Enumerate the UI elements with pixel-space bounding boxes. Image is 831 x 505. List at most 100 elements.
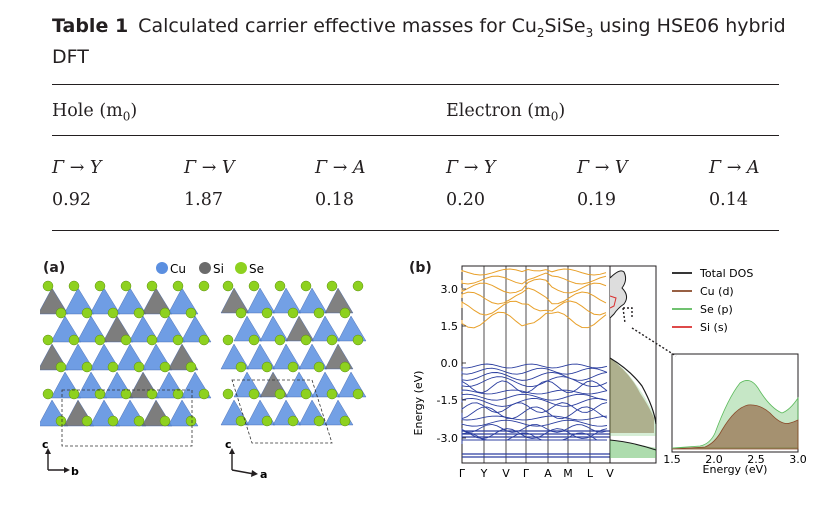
band-structure-panel: Energy (eV) 3.0 1.5 0.0 -1.5 -3.0 Γ Y V …: [412, 265, 807, 480]
left-se-atom: [159, 361, 171, 373]
inset-tick-3-0: 3.0: [789, 453, 807, 466]
left-unit-cell: [61, 389, 193, 447]
valence-band: [461, 389, 608, 395]
hole-header-text: Hole (m: [52, 101, 123, 121]
crystal-structure-right: [220, 280, 367, 444]
right-se-atom: [300, 334, 312, 346]
direction-electron-a: Γ → A: [709, 158, 760, 178]
conduction-band: [461, 268, 607, 276]
axis-right-up-label: c: [225, 440, 232, 451]
left-tetrahedron: [141, 287, 173, 315]
left-tetrahedron: [115, 287, 147, 315]
right-se-atom: [274, 334, 286, 346]
dos-legend-total: Total DOS: [699, 267, 753, 280]
left-se-atoms: [42, 280, 210, 427]
panel-b-label: (b): [409, 260, 432, 276]
table-header-rule: [52, 135, 779, 136]
right-se-atom: [339, 361, 351, 373]
direction-hole-y: Γ → Y: [52, 158, 102, 178]
dos-lower-curve: [609, 439, 657, 451]
axis-left-right-label: b: [71, 465, 79, 478]
dos-conduction-cu: [609, 295, 617, 309]
right-tetrahedron: [324, 287, 354, 314]
panel-a-label: (a): [43, 260, 66, 276]
right-se-atom: [222, 280, 234, 292]
conduction-band: [461, 272, 607, 285]
right-tetrahedron: [220, 287, 250, 314]
left-se-atom: [133, 361, 145, 373]
value-hole-y: 0.92: [52, 190, 91, 210]
right-se-atom: [248, 280, 260, 292]
right-tetrahedron: [285, 315, 315, 342]
energy-tick-0: 0.0: [441, 357, 459, 370]
right-tetrahedron: [337, 315, 367, 342]
right-se-atom: [261, 415, 273, 427]
right-se-atom: [313, 415, 325, 427]
se-legend-marker: [235, 262, 247, 274]
kpoint-label-5: M: [563, 467, 573, 480]
left-se-atom: [81, 361, 93, 373]
valence-band: [461, 393, 608, 401]
axes-right: c a: [225, 440, 267, 480]
valence-band: [461, 415, 608, 421]
value-electron-a: 0.14: [709, 190, 748, 210]
right-se-atom: [235, 307, 247, 319]
left-se-atom: [107, 415, 119, 427]
left-se-atom: [185, 361, 197, 373]
right-se-atom: [235, 361, 247, 373]
inset-tick-2-5: 2.5: [747, 453, 765, 466]
electron-header-sub: 0: [550, 109, 559, 124]
electron-header-close: ): [558, 101, 566, 121]
left-se-atom: [146, 388, 158, 400]
dos-total-curve: [609, 357, 657, 425]
hole-header-close: ): [130, 101, 138, 121]
electron-header-text: Electron (m: [446, 101, 551, 121]
right-se-atom: [326, 388, 338, 400]
band-lines: [461, 268, 610, 458]
valence-band: [461, 371, 608, 381]
inset-cu-d-fill: [671, 404, 799, 450]
left-se-atom: [185, 307, 197, 319]
left-se-atom: [68, 280, 80, 292]
energy-tick-marks: [462, 288, 466, 439]
left-se-atom: [133, 307, 145, 319]
left-se-atom: [159, 415, 171, 427]
left-tetrahedron: [40, 287, 69, 315]
energy-tick-minus-3: -3.0: [437, 432, 458, 445]
right-se-atom: [261, 307, 273, 319]
left-tetrahedron: [63, 287, 95, 315]
valence-band: [461, 432, 607, 441]
right-tetrahedron: [233, 315, 263, 342]
inset-tick-2-0: 2.0: [705, 453, 723, 466]
kpoint-label-1: Y: [480, 467, 488, 480]
right-se-atom: [326, 334, 338, 346]
right-se-atom: [352, 388, 364, 400]
right-tetrahedron: [272, 287, 302, 314]
dos-curves: [609, 270, 657, 458]
left-se-atom: [42, 280, 54, 292]
right-se-atom: [339, 307, 351, 319]
left-se-atom: [81, 415, 93, 427]
crystal-structure-left: [40, 280, 212, 447]
inset-tick-1-5: 1.5: [663, 453, 681, 466]
axis-right-right-label: a: [260, 468, 267, 480]
right-se-atom: [248, 388, 260, 400]
right-se-atom: [222, 388, 234, 400]
left-se-atom: [55, 415, 67, 427]
right-se-atom: [287, 415, 299, 427]
se-legend-label: Se: [249, 262, 264, 276]
dos-frame: [609, 265, 657, 464]
right-se-atom: [287, 361, 299, 373]
left-se-atom: [94, 388, 106, 400]
valence-band: [461, 376, 608, 388]
left-se-atom: [68, 388, 80, 400]
valence-band: [461, 380, 608, 394]
left-se-atom: [42, 334, 54, 346]
left-tetrahedron: [167, 287, 199, 315]
right-se-atom: [274, 280, 286, 292]
left-se-atom: [107, 361, 119, 373]
left-se-atom: [55, 307, 67, 319]
kpoint-label-7: V: [606, 467, 614, 480]
hole-header: Hole (m0): [52, 101, 137, 124]
conduction-band: [461, 278, 607, 294]
